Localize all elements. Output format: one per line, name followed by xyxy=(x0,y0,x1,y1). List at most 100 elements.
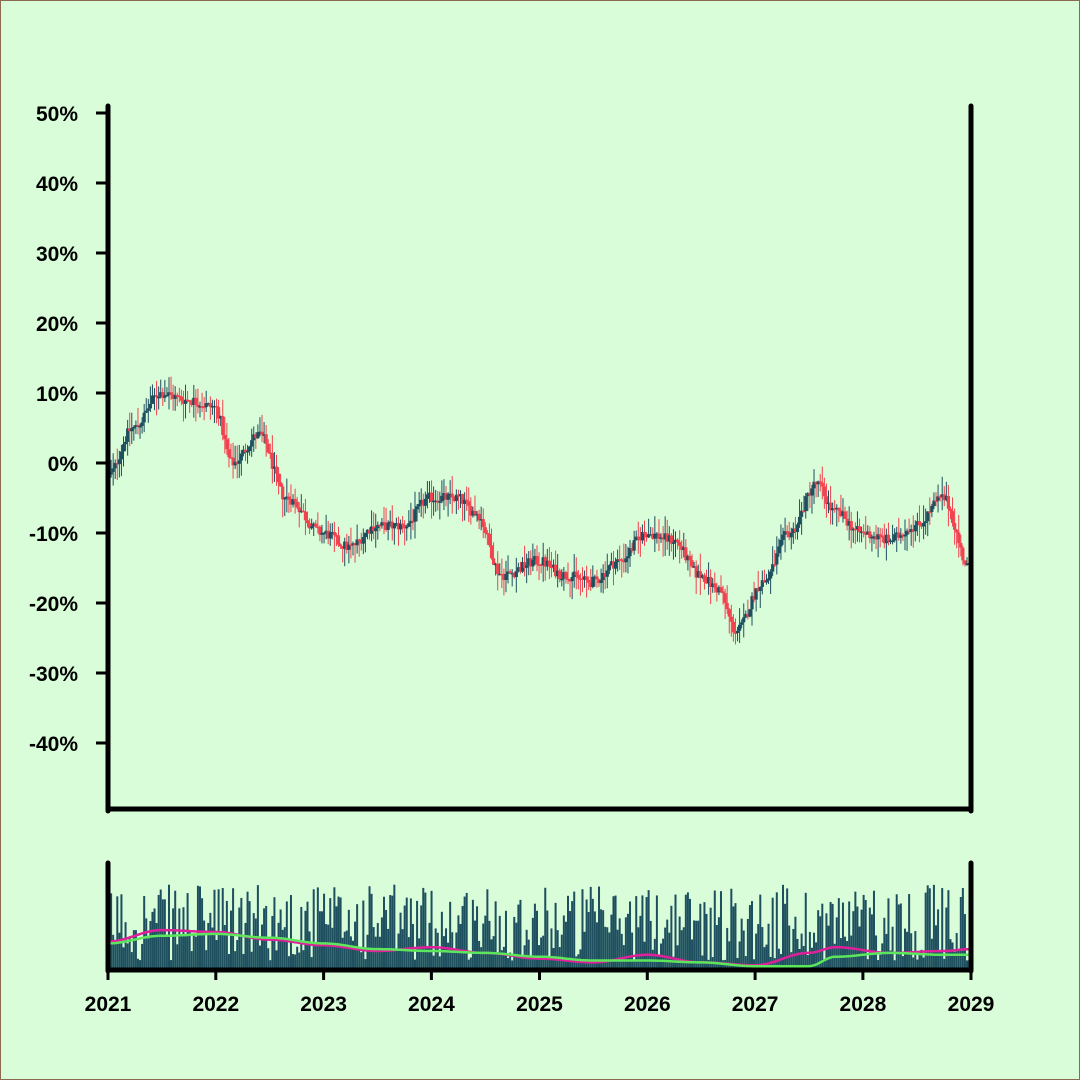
volume-bar xyxy=(310,957,313,970)
candle-body xyxy=(704,581,709,584)
candle-body xyxy=(824,496,829,504)
candle-body xyxy=(111,468,115,473)
candle-body xyxy=(109,472,113,475)
volume-bar xyxy=(531,917,534,970)
candle-body xyxy=(626,556,630,559)
volume-bar xyxy=(947,890,950,970)
candle-body xyxy=(264,434,268,444)
candle-body xyxy=(911,529,915,532)
candle-body xyxy=(314,523,318,527)
candle-body xyxy=(510,572,514,575)
candle-body xyxy=(880,535,884,538)
candle-body xyxy=(709,576,713,587)
volume-bar xyxy=(649,920,652,970)
candle-body xyxy=(644,533,649,538)
candle-body xyxy=(870,537,874,539)
volume-bar xyxy=(639,915,642,970)
volume-bar xyxy=(848,901,851,970)
y-tick-label: 50% xyxy=(36,103,78,126)
candle-body xyxy=(322,532,326,535)
candle-body xyxy=(427,492,432,495)
candle-body xyxy=(353,543,357,546)
candle-body xyxy=(250,440,254,447)
volume-bar xyxy=(788,925,791,970)
volume-bar xyxy=(128,937,131,970)
volume-bar xyxy=(130,952,133,970)
candle-body xyxy=(775,553,779,565)
volume-bar xyxy=(891,926,894,970)
candle-body xyxy=(636,536,640,539)
volume-bar xyxy=(657,954,660,970)
volume-bar xyxy=(273,897,276,970)
candle-body xyxy=(671,542,676,544)
candle-body xyxy=(361,537,365,544)
candle-body xyxy=(146,408,150,411)
volume-bar xyxy=(192,933,195,970)
volume-bar xyxy=(928,888,931,970)
candle-body xyxy=(893,534,897,541)
candle-body xyxy=(851,528,855,531)
volume-bar xyxy=(242,954,245,970)
volume-bar xyxy=(134,930,137,970)
volume-bar xyxy=(693,920,696,970)
candle-body xyxy=(432,500,436,503)
candle-body xyxy=(421,499,425,506)
candle-body xyxy=(541,557,545,565)
volume-bar xyxy=(362,900,365,970)
candle-body xyxy=(735,630,740,634)
volume-bar xyxy=(945,907,948,970)
volume-bar xyxy=(794,916,797,970)
volume-bar xyxy=(699,903,702,970)
candle-body xyxy=(192,397,196,405)
volume-bar xyxy=(837,898,840,970)
volume-bar xyxy=(864,900,867,970)
candle-body xyxy=(924,521,928,523)
candle-body xyxy=(723,593,727,603)
volume-bar xyxy=(459,923,462,970)
candle-body xyxy=(694,566,698,578)
candle-body xyxy=(779,539,783,547)
candle-body xyxy=(438,501,442,503)
candle-body xyxy=(616,559,620,562)
candle-body xyxy=(642,532,647,534)
volume-bar xyxy=(287,956,290,970)
candle-body xyxy=(771,564,775,572)
candle-body xyxy=(471,510,475,516)
volume-bar xyxy=(581,889,584,970)
candle-body xyxy=(781,534,785,540)
candle-body xyxy=(481,519,485,528)
candle-body xyxy=(452,497,456,501)
volume-bar xyxy=(717,917,720,970)
volume-bar xyxy=(490,939,493,970)
volume-bar xyxy=(953,951,956,970)
candle-body xyxy=(214,405,219,408)
candle-body xyxy=(657,533,661,539)
candle-body xyxy=(647,534,651,538)
volume-bar xyxy=(775,892,778,970)
candle-body xyxy=(248,446,252,452)
volume-bar xyxy=(817,910,820,970)
candle-body xyxy=(177,395,181,398)
candle-body xyxy=(239,453,243,461)
volume-bar xyxy=(614,895,617,970)
candle-body xyxy=(957,532,961,544)
volume-bar xyxy=(114,942,117,970)
volume-bar xyxy=(633,960,636,970)
candle-body xyxy=(921,522,926,527)
candle-body xyxy=(303,511,308,521)
x-ticks: 2021 2022 2023 2024 2025 2026 2027 2028 2029 xyxy=(85,970,994,1016)
volume-bar xyxy=(912,957,915,970)
candle-body xyxy=(597,579,601,584)
candle-body xyxy=(640,532,645,541)
candle-body xyxy=(806,493,810,497)
volume-bar xyxy=(883,917,886,970)
candle-body xyxy=(547,560,551,567)
volume-bar xyxy=(139,960,142,970)
volume-bar xyxy=(308,931,311,970)
volume-bar xyxy=(289,895,292,970)
candle-body xyxy=(287,496,291,500)
candle-body xyxy=(291,499,295,505)
candle-body xyxy=(307,523,312,529)
candle-body xyxy=(678,542,682,546)
